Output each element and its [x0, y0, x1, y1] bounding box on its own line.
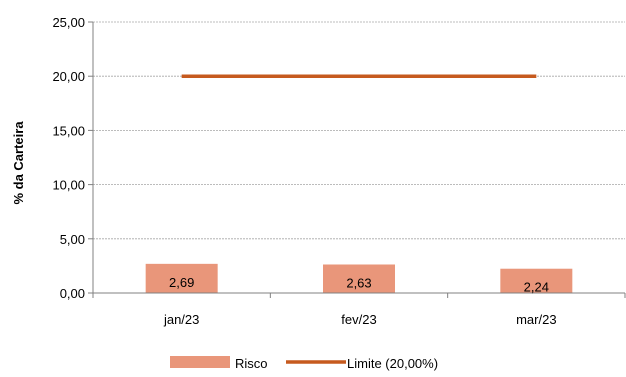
bar-risco [500, 268, 573, 293]
x-tick-label: mar/23 [516, 312, 556, 327]
legend-label-limite: Limite (20,00%) [347, 356, 438, 371]
axes: 0,00 5,00 10,00 15,00 20,00 25,00 [52, 15, 626, 301]
bar-data-label: 2,63 [346, 275, 371, 290]
y-tick-label: 20,00 [52, 69, 85, 84]
x-tick-label: jan/23 [163, 312, 199, 327]
bars [145, 263, 573, 293]
y-tick-label: 25,00 [52, 15, 85, 30]
bar-data-label: 2,69 [169, 275, 194, 290]
y-axis-label: % da Carteira [11, 121, 26, 205]
y-tick-label: 15,00 [52, 123, 85, 138]
x-tick-label: fev/23 [341, 312, 376, 327]
bar-data-label: 2,24 [524, 280, 549, 295]
legend-swatch-risco [170, 356, 230, 368]
y-tick-label: 0,00 [60, 286, 85, 301]
bar-risco [323, 264, 395, 293]
legend: Risco Limite (20,00%) [170, 356, 438, 371]
gridlines [93, 21, 625, 240]
legend-label-risco: Risco [235, 356, 268, 371]
bar-risco [145, 263, 218, 293]
y-tick-label: 5,00 [60, 232, 85, 247]
y-tick-label: 10,00 [52, 178, 85, 193]
labels: jan/23 fev/23 mar/23 2,69 2,63 2,24 [163, 275, 557, 327]
